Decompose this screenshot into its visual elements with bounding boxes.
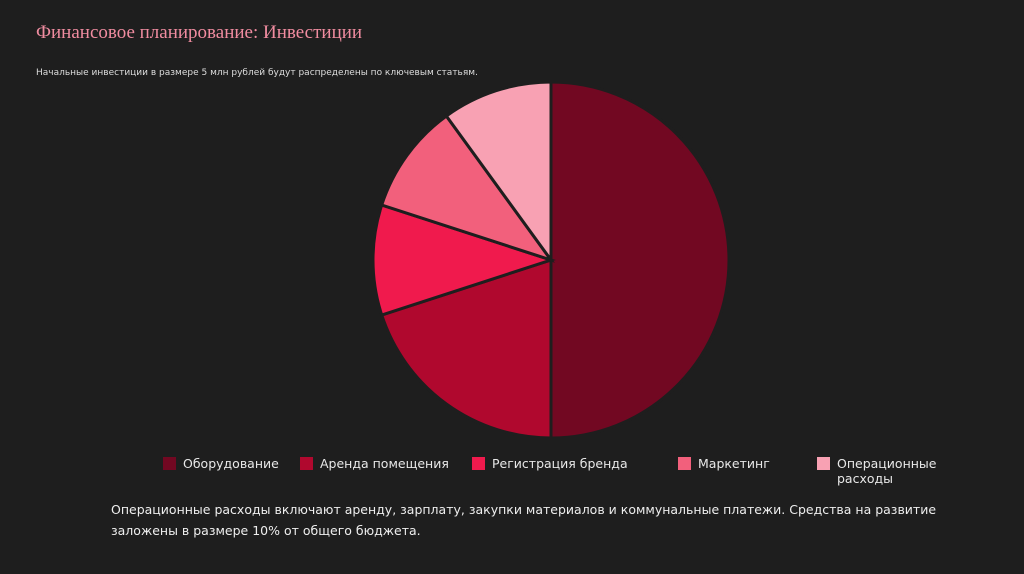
pie-slice xyxy=(444,80,553,265)
legend-label: Операционные расходы xyxy=(837,456,937,486)
legend-swatch xyxy=(817,457,830,470)
legend-item: Оборудование xyxy=(163,456,279,471)
chart-title: Финансовое планирование: Инвестиции xyxy=(36,22,363,43)
pie-slice xyxy=(379,113,555,263)
legend-label: Аренда помещения xyxy=(320,456,449,471)
legend-swatch xyxy=(472,457,485,470)
legend-swatch xyxy=(678,457,691,470)
legend-item: Аренда помещения xyxy=(300,456,449,471)
legend-item: Маркетинг xyxy=(678,456,770,471)
chart-subtitle: Начальные инвестиции в размере 5 млн руб… xyxy=(36,68,478,78)
legend-label: Оборудование xyxy=(183,456,279,471)
pie-slice xyxy=(371,203,556,317)
legend-swatch xyxy=(300,457,313,470)
legend-item: Операционные расходы xyxy=(817,456,947,486)
pie-slice xyxy=(379,257,553,440)
legend-item: Регистрация бренда xyxy=(472,456,628,471)
legend-label: Маркетинг xyxy=(698,456,770,471)
pie-slice xyxy=(549,80,731,440)
legend-swatch xyxy=(163,457,176,470)
annotation: Операционные расходы включают аренду, за… xyxy=(111,502,937,538)
legend-label: Регистрация бренда xyxy=(492,456,628,471)
